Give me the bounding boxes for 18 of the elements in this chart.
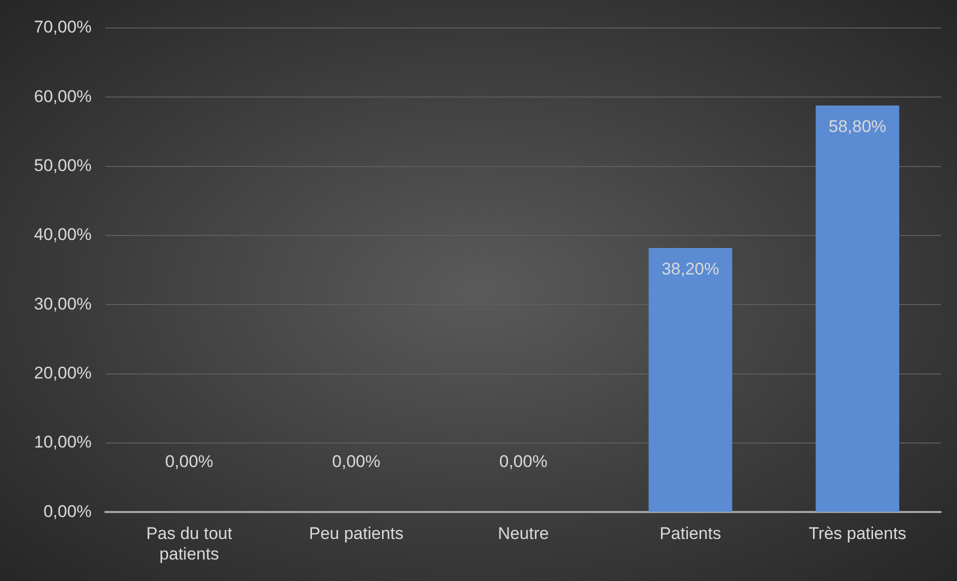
y-tick-label: 70,00% <box>34 18 92 37</box>
y-tick-label: 20,00% <box>34 364 92 383</box>
data-label: 0,00% <box>499 452 548 471</box>
y-tick-label: 50,00% <box>34 156 92 176</box>
y-tick-label: 10,00% <box>34 432 92 452</box>
data-label: 0,00% <box>165 452 214 471</box>
x-tick-label: Neutre <box>498 524 549 544</box>
y-tick-label: 30,00% <box>34 294 92 314</box>
data-label: 58,80% <box>828 117 886 136</box>
y-tick-label: 0,00% <box>43 502 92 521</box>
data-label: 38,20% <box>662 260 720 279</box>
x-tick-label: Patients <box>660 524 722 544</box>
y-tick-label: 60,00% <box>34 86 92 106</box>
x-tick-label: Peu patients <box>309 524 404 544</box>
x-tick-label: Pas du tout patients <box>146 524 232 564</box>
data-label: 0,00% <box>332 452 380 471</box>
x-tick-label: Très patients <box>808 524 906 544</box>
y-tick-label: 40,00% <box>34 225 92 244</box>
